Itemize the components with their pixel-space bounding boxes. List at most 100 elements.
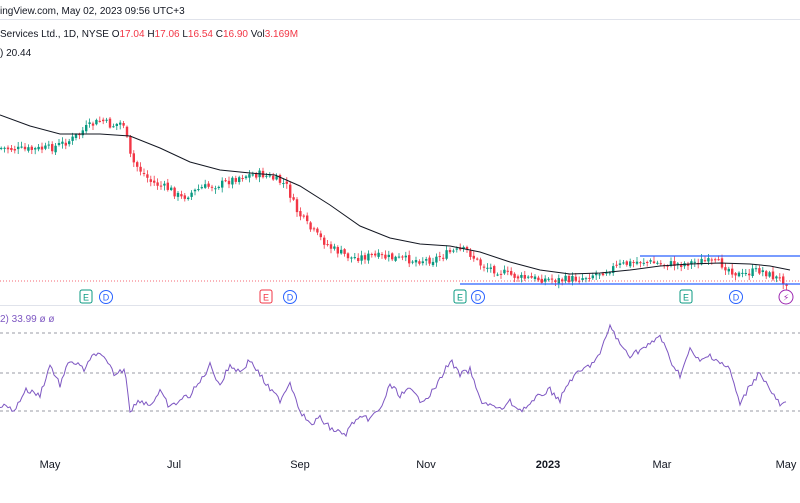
price-candle [224, 180, 227, 182]
price-candle [625, 261, 628, 265]
price-candle [516, 276, 520, 279]
price-candle [581, 278, 584, 281]
price-candle [115, 123, 118, 127]
price-candle [37, 146, 40, 150]
price-candle [499, 273, 503, 275]
price-candle [10, 147, 13, 151]
price-candle [635, 261, 639, 264]
x-tick-label: 2023 [536, 459, 560, 471]
dividend-marker [283, 290, 297, 304]
price-candle [384, 254, 387, 259]
price-candle [272, 175, 275, 180]
price-candle [255, 173, 258, 178]
price-candle [74, 134, 78, 138]
symbol-legend[interactable]: Services Ltd., 1D, NYSE O17.04 H17.06 L1… [0, 29, 298, 40]
price-candle [231, 177, 234, 185]
price-candle [306, 215, 309, 222]
earnings-marker [679, 289, 693, 304]
price-candle [775, 276, 778, 279]
price-candle [302, 215, 305, 217]
price-candle [768, 272, 771, 277]
price-candle [693, 261, 696, 263]
ohlc-label-o: O [111, 29, 120, 40]
price-candle [482, 266, 486, 268]
dividend-marker-label: D [103, 293, 110, 303]
price-candle [737, 272, 741, 277]
price-candle [282, 183, 285, 185]
x-tick-label: Sep [290, 459, 310, 471]
price-candle [414, 260, 418, 263]
price-candle [612, 266, 615, 273]
rsi-legend[interactable]: 2) 33.99 ø ø [0, 314, 55, 325]
ma-legend[interactable]: ) 20.44 [0, 48, 32, 59]
price-candle [425, 259, 428, 261]
price-candle [238, 177, 241, 183]
price-candle [608, 272, 611, 274]
price-candle [782, 276, 785, 285]
price-candle [442, 257, 445, 259]
price-candle [292, 197, 295, 200]
price-candle [527, 276, 530, 278]
price-candle [57, 142, 61, 145]
price-candle [703, 260, 707, 262]
earnings-marker-label: E [83, 293, 89, 303]
price-candle [748, 273, 751, 276]
price-candle [78, 134, 81, 136]
price-candle [686, 263, 690, 267]
price-candle [615, 264, 618, 266]
price-candle [537, 277, 540, 281]
price-candle [588, 277, 591, 279]
dividend-marker-label: D [475, 293, 482, 303]
price-candle [462, 246, 465, 249]
earnings-marker [453, 289, 467, 304]
price-candle [639, 262, 642, 264]
price-candle [421, 261, 424, 264]
price-candle [479, 259, 482, 266]
earnings-marker-label: E [263, 293, 269, 303]
price-candle [295, 199, 299, 213]
price-candle [136, 162, 139, 167]
price-candle [632, 262, 635, 264]
price-candle [629, 261, 632, 267]
price-candle [61, 141, 64, 144]
price-candle [71, 136, 74, 141]
price-candle [180, 194, 183, 197]
price-candle [146, 174, 149, 178]
ohlc-value-vol: 3.169M [264, 29, 299, 40]
price-candle [105, 119, 108, 121]
price-candle [673, 261, 676, 266]
price-candle [707, 258, 710, 262]
price-candle [465, 246, 469, 250]
price-candle [112, 126, 115, 128]
price-candle [329, 244, 333, 249]
price-candle [574, 276, 577, 281]
price-candle [561, 279, 564, 282]
pane-divider[interactable] [0, 305, 800, 306]
price-candle [0, 147, 3, 149]
price-candle [88, 122, 91, 124]
price-candle [159, 185, 163, 187]
price-candle [676, 263, 679, 265]
price-candle [23, 146, 27, 150]
price-candle [34, 148, 37, 150]
price-candle [646, 261, 649, 263]
price-candle [544, 278, 547, 282]
price-candle [248, 174, 251, 178]
ohlc-values: O17.04 H17.06 L16.54 C16.90 Vol3.169M [112, 29, 298, 40]
price-candle [445, 250, 448, 259]
price-candle [210, 186, 214, 188]
price-candle [336, 247, 339, 254]
price-candle [680, 264, 683, 267]
price-candle [380, 254, 384, 256]
price-candle [598, 274, 601, 276]
ohlc-value-h: 17.06 [154, 29, 183, 40]
price-candle [452, 250, 455, 252]
price-candle [47, 144, 50, 146]
ohlc-label-l: L [182, 29, 188, 40]
price-candle [493, 266, 496, 274]
price-candle [51, 144, 54, 152]
price-candle [778, 277, 781, 279]
price-candle [360, 255, 363, 261]
price-candle [595, 273, 598, 276]
